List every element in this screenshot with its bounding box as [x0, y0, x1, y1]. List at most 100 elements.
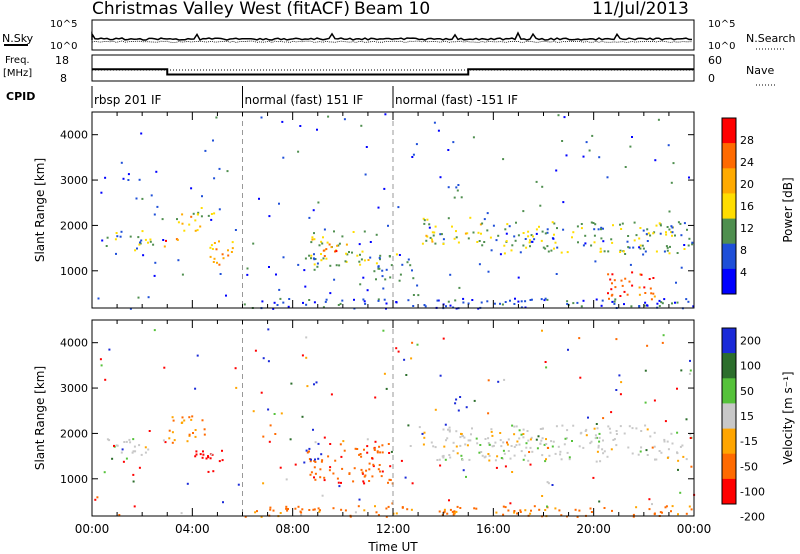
- data-cell: [422, 217, 425, 220]
- data-cell: [609, 278, 612, 281]
- data-cell: [443, 445, 446, 448]
- data-cell: [491, 434, 494, 437]
- data-cell: [221, 253, 224, 256]
- data-cell: [279, 512, 282, 514]
- data-cell: [576, 515, 579, 518]
- data-cell: [452, 141, 455, 144]
- data-cell: [129, 307, 132, 310]
- data-cell: [676, 301, 679, 304]
- data-cell: [366, 289, 369, 292]
- data-cell: [315, 381, 318, 384]
- data-cell: [244, 515, 247, 518]
- data-cell: [639, 247, 642, 250]
- data-cell: [603, 507, 606, 509]
- data-cell: [535, 438, 538, 441]
- data-cell: [104, 176, 107, 179]
- data-cell: [603, 250, 606, 253]
- data-cell: [94, 498, 97, 501]
- data-cell: [425, 239, 428, 242]
- data-cell: [194, 455, 197, 458]
- data-cell: [358, 498, 361, 501]
- data-cell: [436, 299, 439, 302]
- data-cell: [638, 293, 641, 296]
- data-cell: [504, 465, 507, 468]
- data-cell: [325, 257, 328, 260]
- data-cell: [314, 472, 317, 475]
- data-cell: [367, 259, 370, 261]
- data-cell: [674, 234, 676, 237]
- data-cell: [407, 424, 410, 427]
- data-cell: [587, 416, 589, 419]
- data-cell: [301, 354, 304, 357]
- data-cell: [524, 300, 527, 303]
- data-cell: [200, 215, 203, 218]
- data-cell: [540, 298, 543, 301]
- data-cell: [389, 479, 392, 481]
- data-cell: [412, 294, 415, 296]
- data-cell: [608, 297, 610, 300]
- colorbar-swatch: [722, 478, 736, 505]
- data-cell: [610, 288, 613, 291]
- data-cell: [388, 255, 391, 257]
- data-cell: [481, 222, 484, 225]
- cpid-segment-label: rbsp 201 IF: [94, 93, 161, 107]
- data-cell: [602, 439, 604, 442]
- data-cell: [134, 249, 137, 252]
- data-cell: [520, 306, 523, 309]
- data-cell: [195, 450, 198, 453]
- data-cell: [476, 241, 479, 243]
- data-cell: [374, 440, 377, 443]
- power-colorbar: 28 24 20 16 12 8 4: [721, 117, 754, 295]
- data-cell: [162, 439, 165, 442]
- data-cell: [646, 304, 649, 307]
- data-cell: [611, 241, 614, 244]
- data-cell: [502, 505, 505, 508]
- colorbar-swatch: [722, 268, 736, 295]
- data-cell: [584, 242, 587, 245]
- data-cell: [598, 500, 601, 503]
- data-cell: [649, 435, 652, 438]
- data-cell: [431, 231, 434, 234]
- data-cell: [675, 281, 677, 284]
- data-cell: [320, 259, 323, 262]
- data-cell: [313, 268, 316, 271]
- data-cell: [234, 367, 237, 370]
- data-cell: [560, 251, 563, 254]
- colorbar-tick-label: -100: [740, 485, 765, 498]
- data-cell: [364, 302, 367, 305]
- data-cell: [132, 473, 135, 476]
- data-cell: [643, 304, 646, 307]
- data-cell: [483, 218, 486, 221]
- data-cell: [389, 276, 392, 279]
- data-cell: [147, 241, 149, 244]
- data-cell: [555, 425, 558, 428]
- data-cell: [379, 258, 381, 261]
- data-cell: [599, 460, 602, 463]
- data-cell: [572, 302, 575, 305]
- data-cell: [620, 279, 623, 282]
- data-cell: [366, 445, 369, 448]
- data-cell: [629, 145, 632, 148]
- data-cell: [412, 277, 415, 280]
- data-cell: [629, 263, 632, 266]
- data-cell: [454, 402, 457, 405]
- data-cell: [561, 424, 564, 427]
- data-cell: [125, 440, 128, 443]
- data-cell: [595, 298, 598, 301]
- data-cell: [154, 261, 157, 264]
- data-cell: [627, 246, 630, 249]
- data-cell: [650, 298, 653, 301]
- data-cell: [273, 413, 276, 415]
- data-cell: [272, 307, 275, 310]
- data-cell: [553, 233, 555, 236]
- data-cell: [529, 512, 532, 515]
- data-cell: [313, 263, 316, 266]
- data-cell: [361, 471, 364, 474]
- data-cell: [137, 296, 140, 299]
- data-cell: [176, 218, 178, 221]
- data-cell: [385, 302, 388, 305]
- data-cell: [361, 472, 364, 475]
- data-cell: [173, 439, 176, 442]
- data-cell: [456, 189, 459, 192]
- data-cell: [560, 514, 563, 517]
